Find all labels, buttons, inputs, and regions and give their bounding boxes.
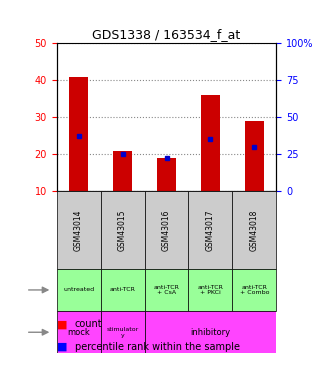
- Text: ■: ■: [57, 342, 67, 352]
- Bar: [232, 269, 276, 311]
- Text: untreated: untreated: [63, 288, 94, 292]
- Bar: [188, 191, 232, 269]
- Bar: [57, 191, 101, 269]
- Bar: [57, 311, 101, 353]
- Text: GDS1338 / 163534_f_at: GDS1338 / 163534_f_at: [92, 28, 241, 41]
- Bar: [145, 269, 188, 311]
- Text: inhibitory: inhibitory: [190, 328, 230, 337]
- Bar: [200, 95, 220, 191]
- Text: stimulator
y: stimulator y: [107, 327, 139, 338]
- Bar: [244, 121, 264, 191]
- Bar: [69, 76, 89, 191]
- Bar: [145, 191, 188, 269]
- Bar: [101, 269, 145, 311]
- Bar: [232, 191, 276, 269]
- Text: ■: ■: [57, 320, 67, 329]
- Text: GSM43015: GSM43015: [118, 209, 127, 251]
- Text: count: count: [75, 320, 103, 329]
- Text: GSM43016: GSM43016: [162, 209, 171, 251]
- Bar: [101, 191, 145, 269]
- Bar: [113, 150, 133, 191]
- Bar: [101, 311, 145, 353]
- Text: mock: mock: [67, 328, 90, 337]
- Bar: [157, 158, 176, 191]
- Text: GSM43014: GSM43014: [74, 209, 83, 251]
- Text: GSM43017: GSM43017: [206, 209, 215, 251]
- Text: anti-TCR
+ PKCi: anti-TCR + PKCi: [197, 285, 223, 296]
- Text: anti-TCR: anti-TCR: [110, 288, 136, 292]
- Text: GSM43018: GSM43018: [250, 209, 259, 251]
- Bar: [145, 311, 276, 353]
- Text: anti-TCR
+ CsA: anti-TCR + CsA: [154, 285, 179, 296]
- Bar: [57, 269, 101, 311]
- Text: percentile rank within the sample: percentile rank within the sample: [75, 342, 240, 352]
- Bar: [188, 269, 232, 311]
- Text: anti-TCR
+ Combo: anti-TCR + Combo: [240, 285, 269, 296]
